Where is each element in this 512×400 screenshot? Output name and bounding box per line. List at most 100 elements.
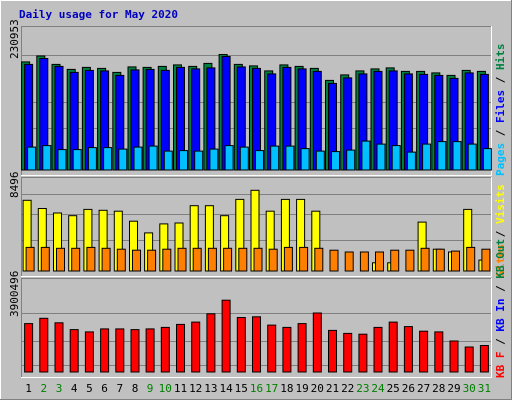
bar-sites-day-10 — [162, 248, 172, 272]
bar-pages-day-11 — [179, 150, 188, 171]
bar-pages-day-6 — [103, 147, 113, 171]
x-tick-label-day-25: 25 — [387, 382, 400, 395]
bar-sites-day-29 — [451, 250, 460, 272]
legend-label: KB F — [494, 352, 507, 379]
bar-pages-day-13 — [209, 148, 219, 171]
bar-kbytes-day-24 — [373, 326, 383, 373]
bar-kbytes-day-10 — [160, 326, 170, 373]
bar-kbytes-day-25 — [388, 321, 398, 373]
bar-pages-day-8 — [133, 146, 143, 171]
legend-label: / — [494, 70, 507, 90]
legend-label: Pages — [494, 143, 507, 176]
x-tick-label-day-10: 10 — [159, 382, 172, 395]
bar-pages-day-2 — [42, 145, 52, 171]
bar-pages-day-24 — [376, 143, 386, 171]
bar-sites-day-26 — [405, 249, 415, 272]
bar-sites-day-5 — [86, 246, 96, 272]
bar-sites-day-14 — [223, 247, 233, 272]
legend-label: Visits — [494, 184, 507, 224]
panel-hits-files-pages: 230953 Pages / Files / Hits — [8, 19, 507, 176]
bar-kbytes-day-2 — [39, 317, 49, 373]
x-tick-label-day-12: 12 — [189, 382, 202, 395]
x-tick-label-day-11: 11 — [174, 382, 187, 395]
bar-pages-day-29 — [452, 141, 462, 171]
x-tick-label-day-2: 2 — [40, 382, 47, 395]
legend-label: Sites — [494, 244, 507, 277]
bar-kbytes-day-31 — [479, 345, 489, 373]
x-tick-label-day-14: 14 — [219, 382, 233, 395]
bar-kbytes-day-3 — [54, 322, 64, 373]
bar-sites-day-30 — [466, 246, 476, 272]
x-tick-label-day-22: 22 — [341, 382, 354, 395]
bar-kbytes-day-1 — [24, 323, 34, 373]
bar-sites-day-12 — [192, 247, 202, 272]
bar-kbytes-day-20 — [312, 312, 322, 373]
bar-kbytes-day-21 — [328, 329, 337, 373]
bar-sites-day-8 — [132, 249, 141, 272]
bar-sites-day-17 — [268, 248, 278, 272]
y-tick-label: 3900496 — [8, 271, 21, 317]
bar-kbytes-day-6 — [100, 328, 110, 373]
legend-label: Files — [494, 90, 507, 123]
legend-label: / — [494, 332, 507, 352]
bar-sites-day-1 — [25, 246, 35, 272]
x-tick-label-day-6: 6 — [101, 382, 108, 395]
bar-pages-day-19 — [300, 148, 310, 171]
panel-visits-sites: 8496 Sites / Visits — [8, 172, 507, 277]
x-axis-day-labels: 1 2 3 4 5 6 7 8 9 10 11 12 13 14 15 16 17 18 19 20 21 22 23 24 2… — [25, 382, 491, 395]
bar-pages-day-31 — [482, 148, 492, 171]
x-tick-label-day-4: 4 — [71, 382, 78, 395]
bar-pages-day-1 — [27, 146, 37, 171]
bar-sites-day-24 — [375, 251, 384, 272]
bar-kbytes-day-17 — [267, 324, 277, 373]
x-tick-label-day-17: 17 — [265, 382, 278, 395]
x-tick-label-day-16: 16 — [250, 382, 263, 395]
bar-sites-day-15 — [238, 247, 248, 272]
legend-label: / — [494, 123, 507, 143]
bar-pages-day-18 — [285, 145, 295, 171]
bar-sites-day-18 — [283, 246, 293, 272]
x-tick-label-day-28: 28 — [432, 382, 445, 395]
bar-kbytes-day-4 — [69, 329, 79, 373]
legend-label: / — [494, 224, 507, 244]
bar-kbytes-day-30 — [464, 346, 474, 373]
x-tick-label-day-19: 19 — [295, 382, 308, 395]
x-tick-label-day-26: 26 — [402, 382, 415, 395]
bar-kbytes-day-23 — [358, 333, 368, 373]
x-tick-label-day-13: 13 — [204, 382, 217, 395]
bar-kbytes-day-9 — [145, 328, 155, 373]
bar-sites-day-13 — [207, 247, 217, 272]
bar-pages-day-23 — [361, 140, 371, 171]
x-tick-label-day-31: 31 — [478, 382, 491, 395]
bar-kbytes-day-5 — [84, 331, 94, 373]
bar-pages-day-12 — [194, 150, 204, 171]
bar-sites-day-20 — [314, 247, 324, 272]
bar-kbytes-day-16 — [252, 316, 261, 373]
x-tick-label-day-9: 9 — [147, 382, 154, 395]
bar-pages-day-14 — [224, 145, 234, 171]
bar-pages-day-3 — [57, 149, 67, 171]
bar-sites-day-16 — [253, 247, 263, 272]
x-tick-label-day-8: 8 — [132, 382, 139, 395]
bar-sites-day-2 — [40, 246, 50, 272]
bar-kbytes-day-27 — [419, 330, 429, 373]
side-legend: Sites / Visits — [494, 184, 507, 277]
bar-pages-day-15 — [239, 146, 249, 171]
bar-pages-day-7 — [118, 148, 128, 171]
chart-title: Daily usage for May 2020 — [19, 8, 178, 21]
bar-pages-day-30 — [467, 143, 477, 171]
bar-kbytes-day-22 — [343, 332, 353, 373]
x-tick-label-day-1: 1 — [25, 382, 32, 395]
bar-pages-day-9 — [148, 145, 158, 171]
legend-label: KB In — [494, 299, 507, 332]
x-tick-label-day-18: 18 — [280, 382, 293, 395]
bar-pages-day-16 — [255, 150, 264, 171]
bar-kbytes-day-8 — [130, 329, 140, 373]
legend-label: / — [494, 279, 507, 299]
bar-pages-day-5 — [87, 147, 97, 171]
side-legend: Pages / Files / Hits — [494, 44, 507, 177]
bar-sites-day-31 — [481, 248, 491, 272]
bar-pages-day-27 — [422, 143, 432, 171]
